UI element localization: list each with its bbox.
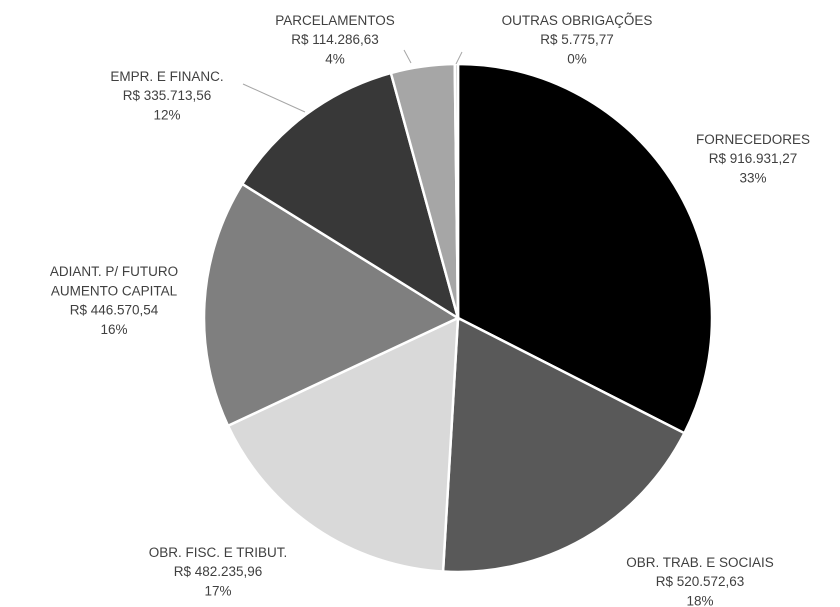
category-label: FORNECEDORES (696, 132, 810, 147)
percent-label: 16% (100, 322, 127, 337)
category-label: ADIANT. P/ FUTURO AUMENTO CAPITAL (50, 264, 178, 299)
value-label: R$ 446.570,54 (70, 303, 159, 318)
category-line: PARCELAMENTOS (275, 13, 395, 28)
category-label: OUTRAS OBRIGAÇÕES (502, 13, 653, 28)
percent-label: 17% (204, 584, 231, 599)
category-label: OBR. FISC. E TRIBUT. (149, 545, 288, 560)
value-label: R$ 335.713,56 (123, 88, 212, 103)
leader-line (455, 51, 463, 65)
value-label: R$ 5.775,77 (540, 32, 614, 47)
category-line: OBR. FISC. E TRIBUT. (149, 545, 288, 560)
percent-label: 18% (686, 594, 713, 607)
category-line: EMPR. E FINANC. (110, 69, 223, 84)
category-line: FORNECEDORES (696, 132, 810, 147)
value-label: R$ 482.235,96 (174, 564, 263, 579)
percent-label: 0% (567, 52, 587, 67)
pie-slice (456, 62, 714, 435)
value-label: R$ 114.286,63 (291, 32, 379, 47)
category-line: OUTRAS OBRIGAÇÕES (502, 13, 653, 28)
pie-slice (441, 316, 687, 574)
leader-line (242, 83, 306, 113)
percent-label: 33% (739, 171, 766, 186)
category-line: ADIANT. P/ FUTURO (50, 264, 178, 279)
category-line: AUMENTO CAPITAL (51, 283, 178, 298)
pie-slice (226, 315, 460, 573)
value-label: R$ 916.931,27 (709, 151, 798, 166)
percent-label: 12% (153, 108, 180, 123)
pie-slice (240, 71, 461, 321)
category-line: OBR. TRAB. E SOCIAIS (626, 555, 774, 570)
pie-slice (202, 182, 461, 428)
value-label: R$ 520.572,63 (656, 574, 745, 589)
percent-label: 4% (325, 52, 345, 67)
category-label: EMPR. E FINANC. (110, 69, 223, 84)
category-label: PARCELAMENTOS (275, 13, 395, 28)
category-label: OBR. TRAB. E SOCIAIS (626, 555, 774, 570)
leader-line (403, 49, 412, 64)
